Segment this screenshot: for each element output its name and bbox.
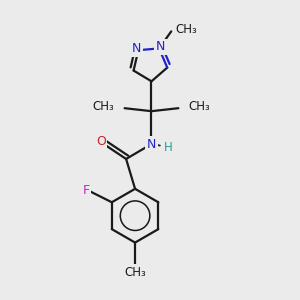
Text: F: F — [82, 184, 90, 197]
Text: H: H — [164, 140, 172, 154]
Text: CH₃: CH₃ — [124, 266, 146, 279]
Text: O: O — [96, 134, 106, 148]
Text: N: N — [132, 42, 142, 55]
Text: CH₃: CH₃ — [176, 23, 197, 36]
Text: CH₃: CH₃ — [92, 100, 114, 113]
Text: N: N — [147, 137, 156, 151]
Text: CH₃: CH₃ — [189, 100, 211, 113]
Text: N: N — [156, 40, 165, 53]
